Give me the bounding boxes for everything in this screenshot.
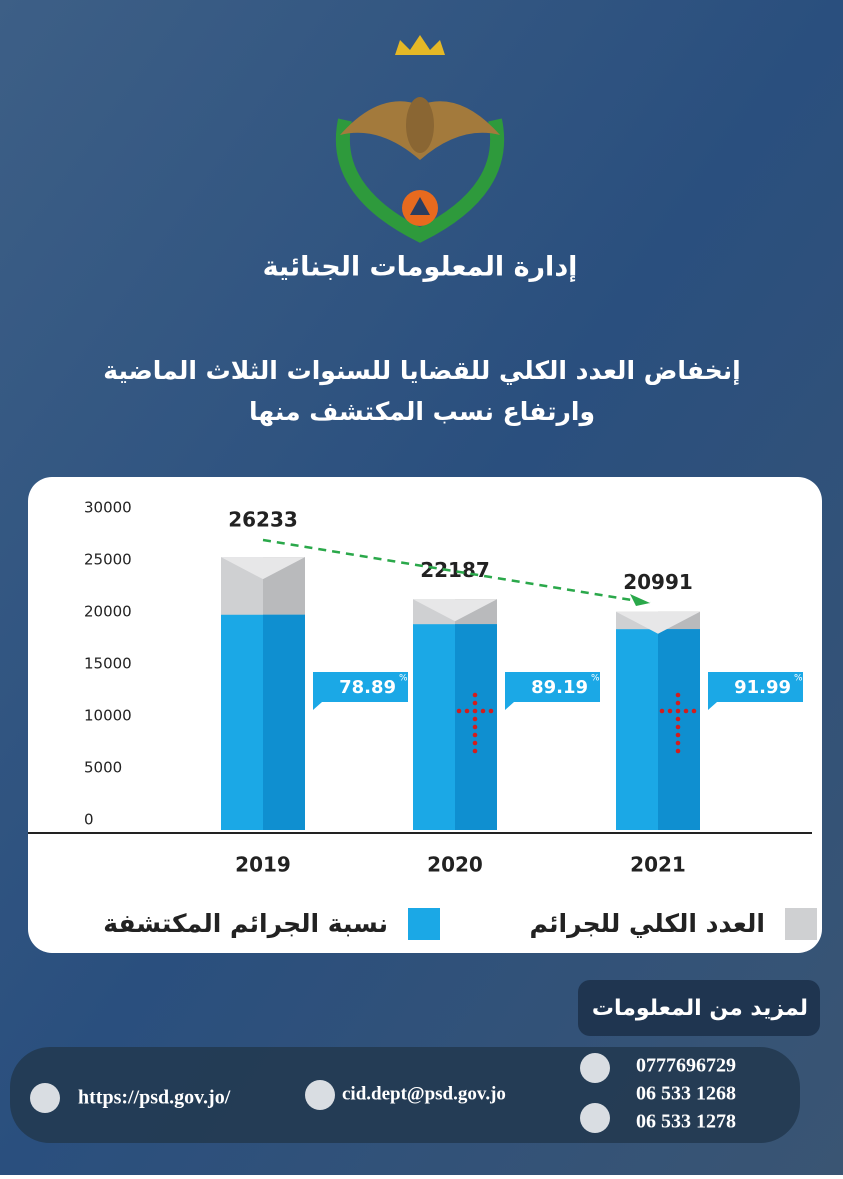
trend-arrow [262, 538, 651, 605]
email-icon [305, 1080, 335, 1110]
phone: 06 533 1268 [636, 1083, 736, 1105]
bar-top [616, 611, 700, 634]
cross-dot [472, 732, 478, 738]
legend-swatch [785, 908, 817, 940]
cross-dot [480, 708, 486, 714]
mobile-icon [580, 1053, 610, 1083]
mobile: 0777696729 [636, 1055, 736, 1077]
web-icon [30, 1083, 60, 1113]
x-tick-label: 2021 [630, 853, 686, 877]
cross-dot [675, 740, 681, 746]
phone-icon [580, 1103, 610, 1133]
cross-dot [472, 724, 478, 730]
y-tick-label: 5000 [84, 759, 122, 777]
phone: 06 533 1278 [636, 1111, 736, 1133]
cross-dot [472, 748, 478, 754]
cross-dot [675, 692, 681, 698]
cross-dot [464, 708, 470, 714]
total-label: 20991 [623, 570, 693, 594]
cross-dot [667, 708, 673, 714]
detected-bar-shade [658, 629, 700, 830]
y-tick-label: 25000 [84, 551, 132, 569]
title: إنخفاض العدد الكلي للقضايا للسنوات الثلا… [103, 356, 740, 386]
website[interactable]: https://psd.gov.jo/ [78, 1087, 231, 1109]
chart: 0 5000 10000 15000 20000 25000 30000 2019 26233 7… [84, 499, 817, 940]
bar-top [221, 557, 305, 580]
percent-unit: % [591, 674, 600, 684]
more-info: لمزيد من المعلومات [592, 996, 808, 1021]
y-tick-label: 20000 [84, 603, 132, 621]
cross-dot [675, 716, 681, 722]
cross-dot [472, 708, 478, 714]
cross-dot [675, 724, 681, 730]
y-tick-label: 0 [84, 811, 94, 829]
cross-dot [675, 732, 681, 738]
detected-bar-shade [263, 614, 305, 830]
percent-label: 91.99 [734, 677, 791, 698]
x-tick-label: 2020 [427, 853, 483, 877]
percent-box [708, 672, 803, 710]
cross-dot [472, 740, 478, 746]
total-label: 26233 [228, 508, 298, 532]
department: إدارة المعلومات الجنائية [263, 252, 578, 283]
legend-label: نسبة الجرائم المكتشفة [103, 909, 388, 939]
cross-dot [683, 708, 689, 714]
more-info-box [578, 980, 820, 1036]
cross-dot [472, 700, 478, 706]
total-label: 22187 [420, 558, 490, 582]
arrow-head [630, 594, 650, 606]
percent-box [313, 672, 408, 710]
cross-dot [675, 700, 681, 706]
legend-label: العدد الكلي للجرائم [530, 909, 765, 939]
legend-swatch [408, 908, 440, 940]
cross-dot [472, 716, 478, 722]
percent-box [505, 672, 600, 710]
cross-dot [488, 708, 494, 714]
y-tick-label: 30000 [84, 499, 132, 517]
percent-unit: % [399, 674, 408, 684]
cross-dot [472, 692, 478, 698]
email[interactable]: cid.dept@psd.gov.jo [342, 1083, 506, 1104]
cross-dot [456, 708, 462, 714]
y-tick-label: 10000 [84, 707, 132, 725]
bar-top [413, 599, 497, 622]
cross-dot [675, 748, 681, 754]
cross-dot [691, 708, 697, 714]
title: وارتفاع نسب المكتشف منها [249, 397, 595, 427]
cross-dot [675, 708, 681, 714]
percent-label: 89.19 [531, 677, 588, 698]
x-tick-label: 2019 [235, 853, 291, 877]
y-tick-label: 15000 [84, 655, 132, 673]
percent-unit: % [794, 674, 803, 684]
emblem [335, 35, 505, 243]
percent-label: 78.89 [339, 677, 396, 698]
cross-dot [659, 708, 665, 714]
